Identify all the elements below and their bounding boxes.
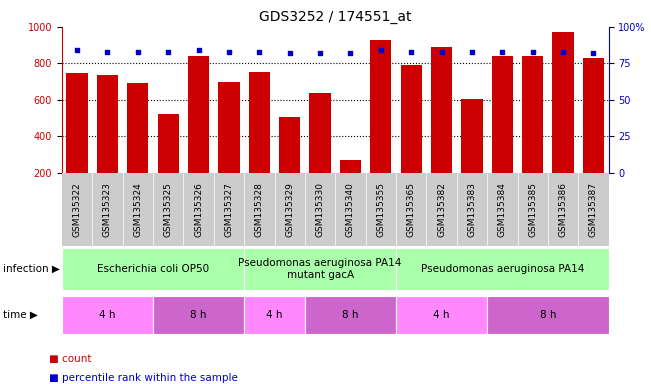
Text: GDS3252 / 174551_at: GDS3252 / 174551_at bbox=[259, 10, 411, 23]
Text: infection ▶: infection ▶ bbox=[3, 264, 60, 274]
Bar bbox=[431, 47, 452, 173]
Point bbox=[527, 49, 538, 55]
Bar bbox=[309, 93, 331, 173]
Point bbox=[315, 50, 326, 56]
Point bbox=[284, 50, 295, 56]
Point bbox=[163, 49, 173, 55]
Point bbox=[102, 49, 113, 55]
Point bbox=[133, 49, 143, 55]
Text: GSM135330: GSM135330 bbox=[316, 182, 325, 237]
Bar bbox=[127, 83, 148, 173]
Text: GSM135324: GSM135324 bbox=[133, 182, 143, 237]
Bar bbox=[370, 40, 391, 173]
Bar bbox=[462, 99, 482, 173]
Text: GSM135387: GSM135387 bbox=[589, 182, 598, 237]
Text: 4 h: 4 h bbox=[434, 310, 450, 320]
Bar bbox=[522, 56, 544, 173]
Text: GSM135383: GSM135383 bbox=[467, 182, 477, 237]
Text: GSM135328: GSM135328 bbox=[255, 182, 264, 237]
Bar bbox=[340, 160, 361, 173]
Text: GSM135384: GSM135384 bbox=[498, 182, 507, 237]
Text: Escherichia coli OP50: Escherichia coli OP50 bbox=[97, 264, 209, 274]
Text: ■ count: ■ count bbox=[49, 354, 91, 364]
Text: GSM135382: GSM135382 bbox=[437, 182, 446, 237]
Text: 4 h: 4 h bbox=[266, 310, 283, 320]
Text: 8 h: 8 h bbox=[342, 310, 359, 320]
Text: GSM135365: GSM135365 bbox=[407, 182, 416, 237]
Text: 8 h: 8 h bbox=[190, 310, 207, 320]
Text: ■ percentile rank within the sample: ■ percentile rank within the sample bbox=[49, 373, 238, 383]
Bar bbox=[279, 117, 300, 173]
Point bbox=[193, 47, 204, 53]
Bar bbox=[188, 56, 209, 173]
Text: 4 h: 4 h bbox=[99, 310, 116, 320]
Bar bbox=[158, 114, 179, 173]
Text: time ▶: time ▶ bbox=[3, 310, 38, 320]
Text: GSM135386: GSM135386 bbox=[559, 182, 568, 237]
Point bbox=[345, 50, 355, 56]
Point bbox=[254, 49, 264, 55]
Text: GSM135325: GSM135325 bbox=[163, 182, 173, 237]
Point bbox=[558, 49, 568, 55]
Bar bbox=[218, 82, 240, 173]
Text: GSM135329: GSM135329 bbox=[285, 182, 294, 237]
Text: 8 h: 8 h bbox=[540, 310, 556, 320]
Text: GSM135326: GSM135326 bbox=[194, 182, 203, 237]
Bar bbox=[492, 56, 513, 173]
Point bbox=[376, 47, 386, 53]
Point bbox=[436, 49, 447, 55]
Bar bbox=[97, 75, 118, 173]
Text: GSM135355: GSM135355 bbox=[376, 182, 385, 237]
Bar bbox=[553, 32, 574, 173]
Text: GSM135385: GSM135385 bbox=[528, 182, 537, 237]
Point bbox=[467, 49, 477, 55]
Text: GSM135322: GSM135322 bbox=[72, 182, 81, 237]
Point bbox=[224, 49, 234, 55]
Bar bbox=[249, 73, 270, 173]
Bar bbox=[400, 65, 422, 173]
Text: Pseudomonas aeruginosa PA14: Pseudomonas aeruginosa PA14 bbox=[421, 264, 584, 274]
Text: GSM135323: GSM135323 bbox=[103, 182, 112, 237]
Text: GSM135327: GSM135327 bbox=[225, 182, 234, 237]
Point bbox=[589, 50, 599, 56]
Point bbox=[406, 49, 417, 55]
Bar bbox=[583, 58, 604, 173]
Text: Pseudomonas aeruginosa PA14
mutant gacA: Pseudomonas aeruginosa PA14 mutant gacA bbox=[238, 258, 402, 280]
Point bbox=[72, 47, 82, 53]
Bar bbox=[66, 73, 88, 173]
Text: GSM135340: GSM135340 bbox=[346, 182, 355, 237]
Point bbox=[497, 49, 508, 55]
